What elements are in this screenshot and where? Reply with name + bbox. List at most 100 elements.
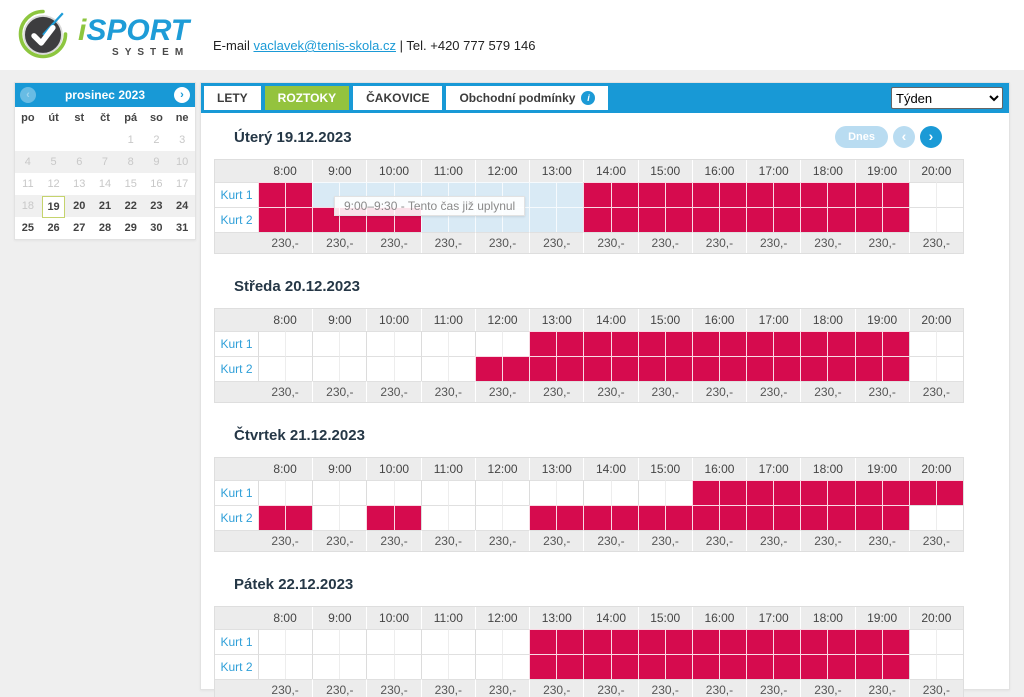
slot-free[interactable] [285,331,313,356]
slot-free[interactable] [474,629,503,654]
slot-free[interactable] [908,182,936,207]
calendar-day[interactable]: 19 [41,196,66,218]
calendar-day[interactable]: 20 [73,200,86,212]
slot-free[interactable] [637,480,665,505]
slot-free[interactable] [258,480,286,505]
slot-free[interactable] [447,480,475,505]
slot-free[interactable] [908,654,936,679]
slot-free[interactable] [312,654,340,679]
slot-free[interactable] [285,356,313,381]
prev-week-button[interactable]: ‹ [893,126,915,148]
slot-free[interactable] [908,629,936,654]
tab-obchodn-podm-nky[interactable]: Obchodní podmínky i [446,86,609,110]
tab--akovice[interactable]: ČAKOVICE [353,86,443,110]
slot-free[interactable] [420,654,448,679]
tab-roztoky[interactable]: ROZTOKY [264,86,350,110]
slot-free[interactable] [935,505,963,530]
slot-free[interactable] [556,480,584,505]
court-label[interactable]: Kurt 2 [215,654,258,679]
calendar-day[interactable]: 27 [73,222,86,234]
slot-free[interactable] [339,505,367,530]
slot-free[interactable] [502,480,530,505]
slot-free[interactable] [420,480,448,505]
slot-free[interactable] [312,480,340,505]
slot-free[interactable] [908,207,936,232]
slot-free[interactable] [502,505,530,530]
slot-free[interactable] [474,331,503,356]
calendar-next-month-button[interactable]: › [173,87,190,103]
slot-free[interactable] [285,480,313,505]
slot-free[interactable] [366,356,394,381]
slot-free[interactable] [502,331,530,356]
slot-free[interactable] [258,654,286,679]
slot-free[interactable] [312,331,340,356]
next-week-button[interactable]: › [920,126,942,148]
calendar-day[interactable]: 26 [47,222,60,234]
calendar-day[interactable]: 21 [98,200,112,212]
slot-free[interactable] [420,331,448,356]
court-label[interactable]: Kurt 2 [215,356,258,381]
slot-free[interactable] [312,505,340,530]
slot-free[interactable] [285,654,313,679]
slot-free[interactable] [474,480,503,505]
court-label[interactable]: Kurt 1 [215,480,258,505]
slot-free[interactable] [393,331,421,356]
slot-free[interactable] [935,207,963,232]
slot-free[interactable] [393,356,421,381]
calendar-day[interactable]: 23 [150,200,163,212]
slot-free[interactable] [447,356,475,381]
view-mode-select[interactable]: Týden [891,87,1003,109]
today-button[interactable]: Dnes [835,126,888,148]
calendar-prev-month-button[interactable]: ‹ [20,87,36,103]
court-label[interactable]: Kurt 2 [215,505,258,530]
slot-free[interactable] [908,505,936,530]
slot-free[interactable] [339,629,367,654]
slot-free[interactable] [664,480,692,505]
slot-free[interactable] [366,331,394,356]
slot-free[interactable] [935,182,963,207]
slot-free[interactable] [312,629,340,654]
slot-free[interactable] [447,654,475,679]
slot-free[interactable] [339,480,367,505]
slot-free[interactable] [935,331,963,356]
slot-free[interactable] [366,480,394,505]
slot-free[interactable] [366,629,394,654]
email-link[interactable]: vaclavek@tenis-skola.cz [253,38,396,53]
slot-free[interactable] [258,356,286,381]
slot-free[interactable] [529,480,557,505]
court-label[interactable]: Kurt 1 [215,182,258,207]
calendar-day[interactable]: 29 [124,222,137,234]
slot-free[interactable] [339,331,367,356]
slot-free[interactable] [312,356,340,381]
calendar-day[interactable]: 24 [176,200,189,212]
court-label[interactable]: Kurt 1 [215,331,258,356]
slot-free[interactable] [447,331,475,356]
calendar-day[interactable]: 25 [21,222,34,234]
slot-free[interactable] [420,356,448,381]
slot-free[interactable] [258,629,286,654]
slot-free[interactable] [447,629,475,654]
slot-free[interactable] [420,629,448,654]
slot-free[interactable] [258,331,286,356]
court-label[interactable]: Kurt 2 [215,207,258,232]
slot-free[interactable] [447,505,475,530]
calendar-day[interactable]: 30 [150,222,163,234]
slot-free[interactable] [583,480,611,505]
slot-free[interactable] [285,629,313,654]
tab-lety[interactable]: LETY [204,86,261,110]
slot-free[interactable] [393,480,421,505]
slot-free[interactable] [502,629,530,654]
slot-free[interactable] [474,654,503,679]
court-label[interactable]: Kurt 1 [215,629,258,654]
slot-free[interactable] [393,629,421,654]
slot-free[interactable] [935,629,963,654]
slot-free[interactable] [339,654,367,679]
slot-free[interactable] [474,505,503,530]
calendar-day[interactable]: 28 [98,222,112,234]
slot-free[interactable] [366,654,394,679]
slot-free[interactable] [935,654,963,679]
slot-free[interactable] [935,356,963,381]
calendar-day[interactable]: 31 [176,222,189,234]
slot-free[interactable] [908,356,936,381]
slot-free[interactable] [502,654,530,679]
